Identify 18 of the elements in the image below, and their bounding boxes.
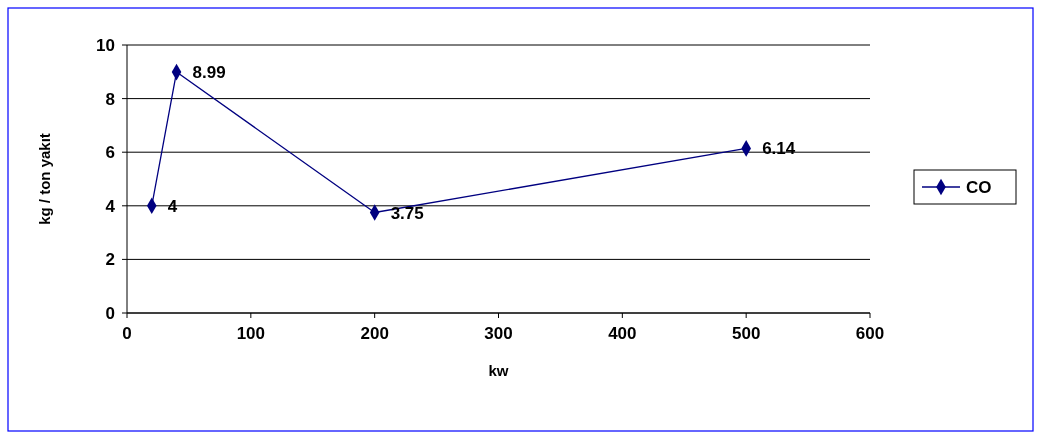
x-tick-label: 100: [236, 324, 266, 343]
y-axis-title: kg / ton yakıt: [36, 133, 53, 225]
data-label: 3.75: [390, 203, 424, 223]
y-tick-label: 4: [105, 196, 116, 216]
x-tick-label: 0: [122, 324, 132, 343]
y-tick-label: 10: [96, 35, 115, 55]
x-tick-label: 300: [484, 324, 513, 343]
x-tick-label: 400: [608, 324, 637, 343]
y-tick-label: 0: [105, 303, 115, 323]
x-tick-label: 500: [731, 324, 761, 343]
legend-label: CO: [966, 177, 992, 197]
y-tick-label: 2: [105, 250, 115, 270]
y-tick-label: 8: [105, 89, 115, 109]
x-tick-label: 600: [855, 324, 885, 343]
data-label: 8.99: [192, 63, 226, 83]
y-tick-label: 6: [105, 143, 115, 163]
x-tick-label: 200: [360, 324, 389, 343]
x-axis-title: kw: [488, 362, 509, 379]
